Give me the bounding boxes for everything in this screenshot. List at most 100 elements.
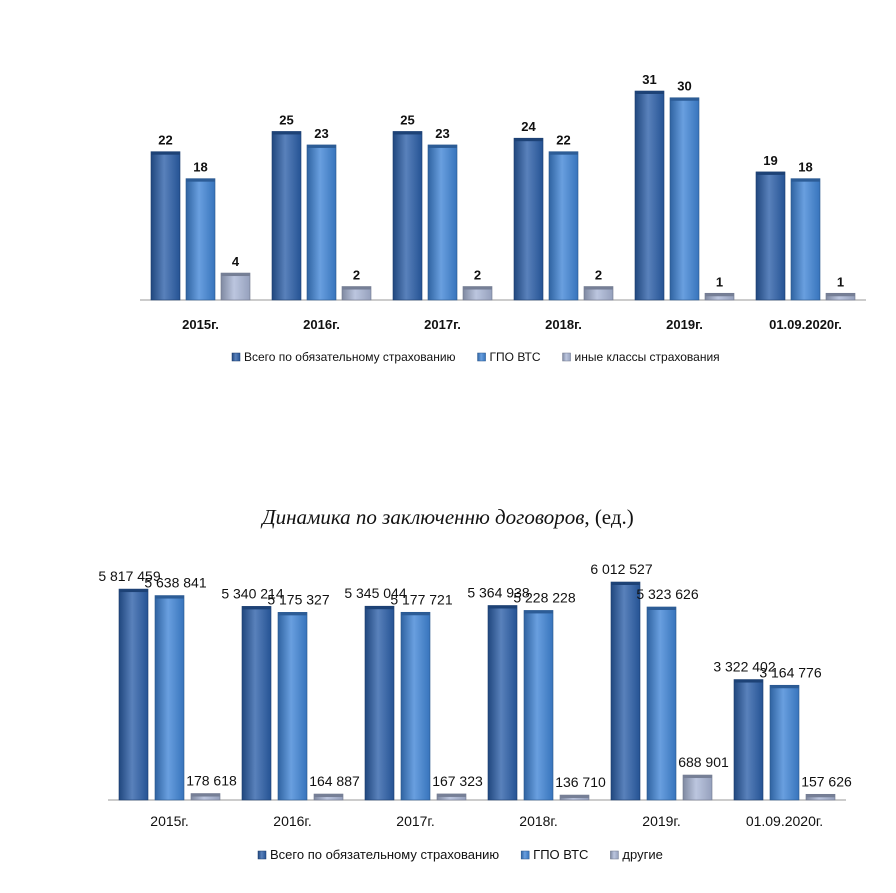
data-label: 178 618: [186, 773, 237, 789]
data-label: 5 817 459: [98, 568, 160, 584]
bar-top-bevel: [705, 293, 734, 297]
data-label: 6 012 527: [590, 561, 652, 577]
bar-gpo-vts: [669, 97, 700, 301]
bar-top-bevel: [186, 178, 215, 182]
bar-top-bevel: [221, 273, 250, 277]
bar-top-bevel: [155, 595, 184, 599]
x-tick-label: 2018г.: [519, 813, 557, 829]
x-tick-label: 2019г.: [642, 813, 680, 829]
bar-gpo-vts: [277, 612, 308, 801]
x-tick-label: 2015г.: [150, 813, 188, 829]
data-label: 5 638 841: [144, 575, 206, 591]
x-tick-label: 2016г.: [303, 317, 340, 332]
data-label: 5 323 626: [636, 586, 698, 602]
bar-gpo-vts: [523, 610, 554, 801]
data-label: 22: [556, 133, 570, 148]
bar-top-bevel: [365, 606, 394, 610]
bar-top-bevel: [647, 606, 676, 610]
bar-top-bevel: [488, 605, 517, 609]
legend-swatch: [610, 850, 619, 860]
bar-gpo-vts: [548, 151, 579, 301]
legend-entry: Всего по обязательному страхованию: [270, 847, 499, 862]
bar-top-bevel: [401, 612, 430, 616]
bar-top-bevel: [756, 171, 785, 175]
data-label: 1: [837, 274, 844, 289]
bar-top-bevel: [393, 131, 422, 135]
legend-entry: ГПО ВТС: [533, 847, 588, 862]
bar-gpo-vts: [769, 684, 800, 801]
bar-total: [634, 90, 665, 301]
bar-top-bevel: [791, 178, 820, 182]
legend-entry: другие: [622, 847, 662, 862]
bar-top-bevel: [683, 775, 712, 779]
data-label: 5 175 327: [267, 591, 329, 607]
bar-total: [150, 151, 181, 301]
bar-top-bevel: [611, 582, 640, 585]
bar-total: [364, 605, 395, 801]
bar-top-bevel: [549, 151, 578, 155]
data-label: 5 177 721: [390, 591, 452, 607]
legend-swatch: [477, 352, 486, 362]
bar-top-bevel: [463, 286, 492, 290]
data-label: 22: [158, 133, 172, 148]
data-label: 19: [763, 153, 777, 168]
data-label: 167 323: [432, 773, 483, 789]
bar-top-bevel: [524, 610, 553, 614]
data-label: 2: [474, 268, 481, 283]
bar-gpo-vts: [646, 606, 677, 801]
data-label: 5 228 228: [513, 589, 575, 605]
bar-total: [755, 171, 786, 301]
x-tick-label: 2018г.: [545, 317, 582, 332]
data-label: 25: [400, 112, 414, 127]
bar-gpo-vts: [306, 144, 337, 301]
data-label: 5 364 938: [467, 584, 529, 600]
bar-top-bevel: [278, 612, 307, 616]
bar-top-bevel: [670, 97, 699, 101]
bar-top-bevel: [307, 144, 336, 148]
bar-total: [513, 137, 544, 301]
bar-gpo-vts: [790, 178, 821, 301]
bar-top-bevel: [635, 91, 664, 94]
data-label: 5 345 044: [344, 585, 406, 601]
data-label: 30: [677, 79, 691, 94]
bar-gpo-vts: [400, 611, 431, 801]
bar-total: [271, 131, 302, 301]
legend-swatch: [257, 850, 267, 860]
data-label: 3 322 402: [713, 659, 775, 675]
bar-top-bevel: [272, 131, 301, 135]
bar-top-bevel: [342, 286, 371, 290]
bar-total: [610, 581, 641, 801]
bar-gpo-vts: [185, 178, 216, 301]
x-tick-label: 2019г.: [666, 317, 703, 332]
bar-top-bevel: [584, 286, 613, 290]
legend-entry: Всего по обязательному страхованию: [244, 350, 456, 364]
bar-top-bevel: [734, 679, 763, 683]
bar-top-bevel: [314, 794, 343, 798]
bar-other: [682, 774, 713, 801]
bar-gpo-vts: [427, 144, 458, 301]
x-tick-label: 2017г.: [424, 317, 461, 332]
data-label: 688 901: [678, 754, 729, 770]
data-label: 4: [232, 254, 240, 269]
data-label: 157 626: [801, 773, 852, 789]
data-label: 25: [279, 112, 293, 127]
bar-top-bevel: [826, 293, 855, 297]
data-label: 164 887: [309, 773, 360, 789]
legend-entry: ГПО ВТС: [490, 350, 541, 364]
bar-total: [241, 606, 272, 801]
data-label: 18: [798, 160, 812, 175]
chart-insurance-classes: 221842015г.252322016г.252322017г.2422220…: [140, 72, 866, 364]
bar-total: [392, 131, 423, 301]
data-label: 2: [353, 268, 360, 283]
bar-total: [118, 588, 149, 801]
bar-top-bevel: [242, 606, 271, 610]
bar-top-bevel: [770, 685, 799, 689]
x-tick-label: 2017г.: [396, 813, 434, 829]
bar-top-bevel: [514, 138, 543, 142]
bar-top-bevel: [151, 151, 180, 155]
data-label: 18: [193, 160, 207, 175]
legend-entry: иные классы страхования: [575, 350, 720, 364]
data-label: 23: [314, 126, 328, 141]
data-label: 2: [595, 268, 602, 283]
bar-other: [436, 793, 467, 801]
